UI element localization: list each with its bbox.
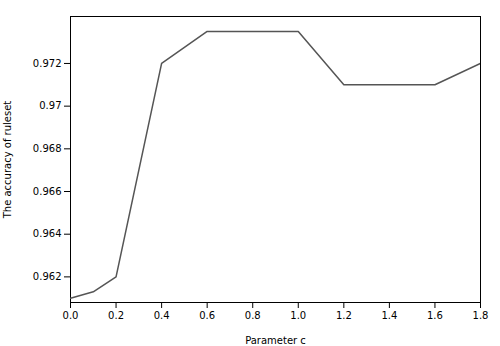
svg-text:0.6: 0.6 <box>199 310 215 321</box>
svg-text:0.0: 0.0 <box>63 310 79 321</box>
svg-text:1.8: 1.8 <box>473 310 489 321</box>
svg-text:0.964: 0.964 <box>33 228 62 239</box>
svg-text:0.962: 0.962 <box>33 271 62 282</box>
svg-text:0.2: 0.2 <box>108 310 124 321</box>
svg-text:The accuracy of ruleset: The accuracy of ruleset <box>2 101 13 220</box>
svg-text:1.0: 1.0 <box>290 310 306 321</box>
svg-text:Parameter c: Parameter c <box>245 335 306 346</box>
svg-text:0.968: 0.968 <box>33 143 62 154</box>
svg-text:1.2: 1.2 <box>336 310 352 321</box>
svg-text:0.97: 0.97 <box>39 100 61 111</box>
svg-text:0.966: 0.966 <box>33 186 62 197</box>
svg-text:0.4: 0.4 <box>154 310 170 321</box>
svg-text:0.972: 0.972 <box>33 58 62 69</box>
svg-text:1.6: 1.6 <box>427 310 443 321</box>
svg-text:0.8: 0.8 <box>245 310 261 321</box>
svg-text:1.4: 1.4 <box>381 310 397 321</box>
